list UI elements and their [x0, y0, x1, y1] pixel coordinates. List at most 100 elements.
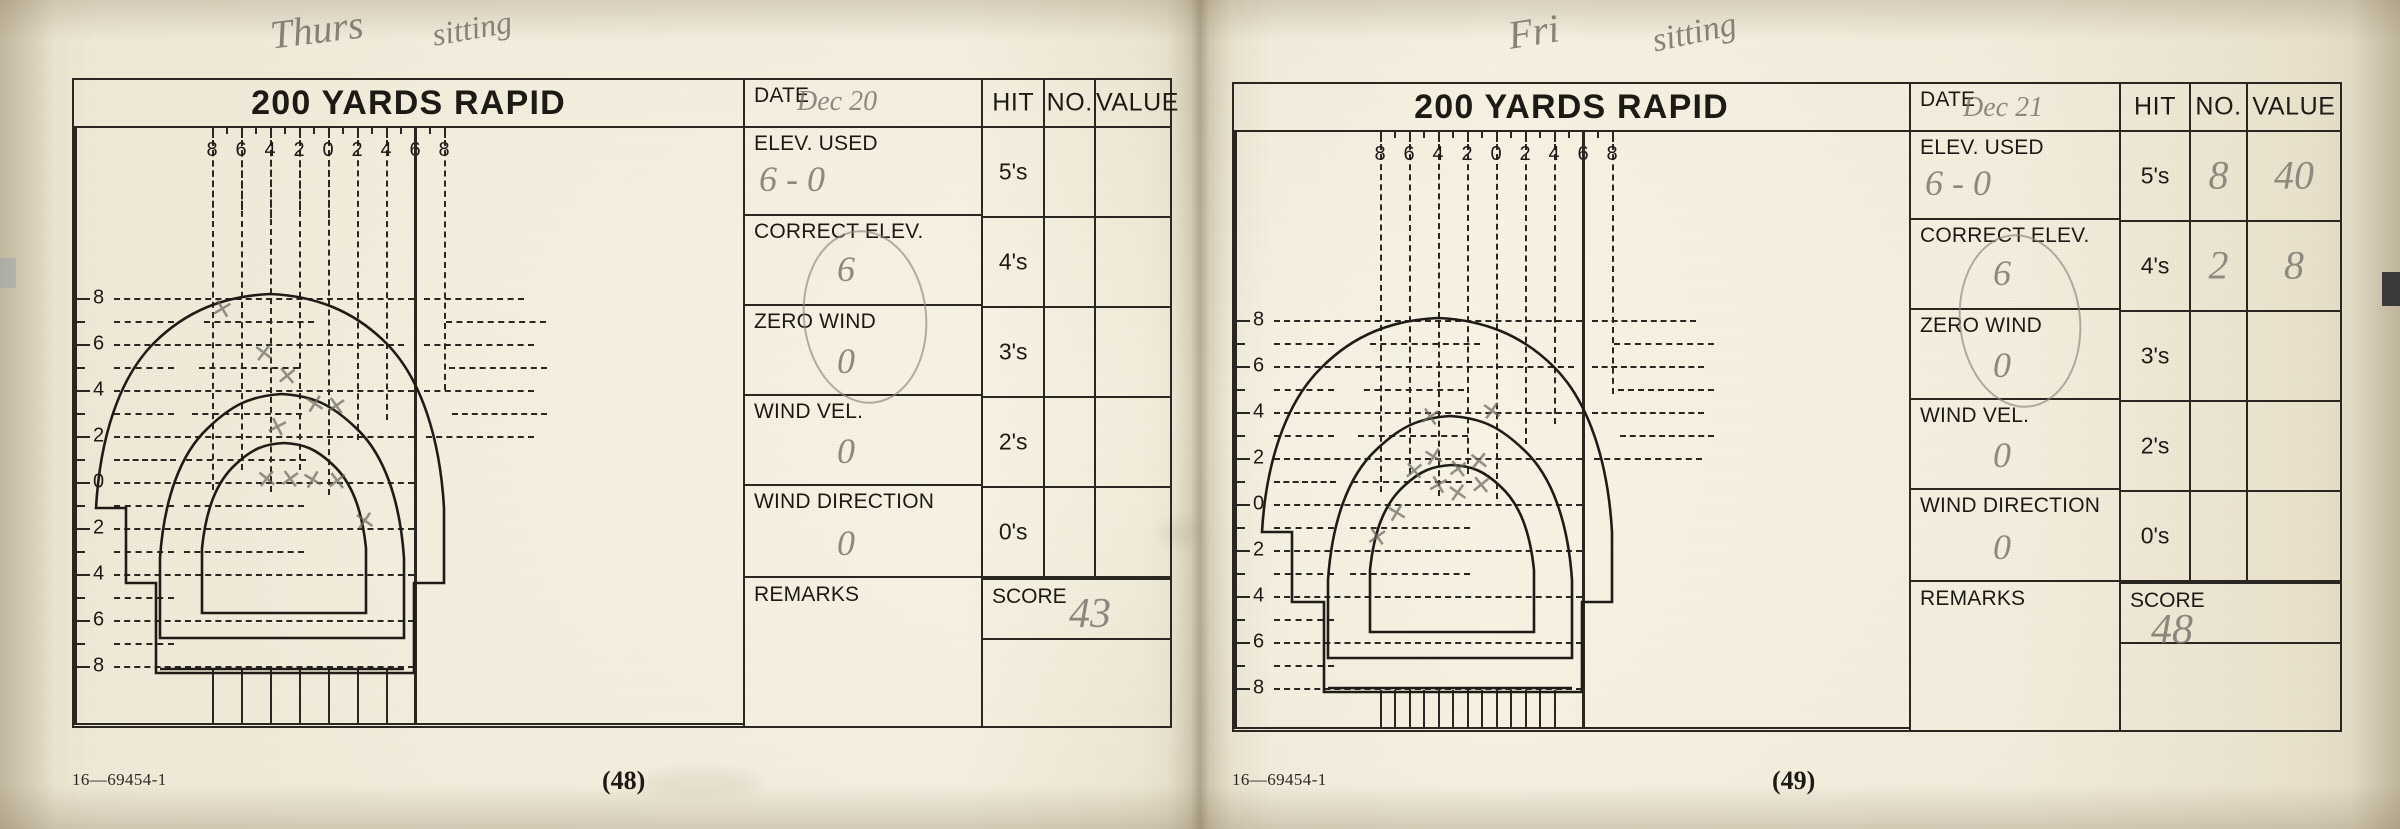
hit-cell-no[interactable] [1045, 218, 1096, 308]
hit-cell-value[interactable]: 40 [2248, 132, 2340, 222]
hit-cell-no[interactable] [1045, 398, 1096, 488]
hit-cell-label: 3's [2121, 312, 2192, 402]
silhouette-middle [158, 392, 406, 640]
score-row-left[interactable]: SCORE 43 [983, 578, 1170, 640]
plot-hline [114, 574, 414, 576]
field-label: WIND VEL. [1920, 404, 2030, 427]
vscale-label: 8 [93, 286, 105, 309]
page-title: 200 YARDS RAPID [1414, 87, 1729, 127]
margin-note-position: sitting [429, 3, 515, 53]
plot-hline [204, 321, 314, 323]
vscale-label: 4 [1253, 400, 1265, 423]
plot-hline-right [424, 344, 534, 346]
hit-cell-no[interactable]: 8 [2191, 132, 2249, 222]
field-row-correct-elev[interactable]: CORRECT ELEV. 6 [1911, 220, 2119, 310]
plot-hline-right [1594, 458, 1702, 460]
plot-right-axis [414, 128, 417, 725]
plot-hline [114, 620, 414, 622]
score-value: 43 [1069, 591, 1111, 637]
field-row-date[interactable]: DATE Dec 20 [745, 80, 981, 128]
hit-cell-no[interactable] [1045, 308, 1096, 398]
field-row-wind-vel[interactable]: WIND VEL. 0 [1911, 400, 2119, 490]
hit-cell-value[interactable] [1095, 488, 1170, 578]
hscale-label: 2 [293, 139, 305, 161]
plot-hline [1274, 458, 1582, 460]
field-row-zero-wind[interactable]: ZERO WIND 0 [745, 306, 981, 396]
hit-cell-label: 4's [983, 218, 1046, 308]
plot-hline [114, 551, 174, 553]
hit-cell-value[interactable] [2248, 492, 2340, 582]
silhouette-outer [1260, 316, 1614, 694]
field-row-correct-elev[interactable]: CORRECT ELEV. 6 [745, 216, 981, 306]
vscale-label: 2 [93, 516, 105, 539]
hscale-label: 8 [1606, 143, 1618, 165]
field-row-date[interactable]: DATE Dec 21 [1911, 84, 2119, 132]
hit-cell-no[interactable] [2191, 492, 2249, 582]
plot-hline [114, 344, 404, 346]
target-silhouette-left [94, 292, 446, 675]
plot-hline [199, 367, 299, 369]
hit-cell-no[interactable]: 2 [2191, 222, 2249, 312]
plot-hline [114, 482, 414, 484]
scorebook-page-left: Thurs sitting 200 YARDS RAPID [72, 1, 1178, 795]
field-row-wind-vel[interactable]: WIND VEL. 0 [745, 396, 981, 486]
plot-hline-right [452, 413, 547, 415]
field-label: REMARKS [1920, 587, 2026, 610]
hscale-label: 8 [1374, 143, 1386, 165]
hit-cell-value[interactable] [2248, 312, 2340, 402]
data-table-left: DATE Dec 20 ELEV. USED 6 - 0 CORRECT ELE… [743, 80, 1178, 728]
field-row-wind-direction[interactable]: WIND DIRECTION 0 [745, 486, 981, 578]
vscale-label: 2 [93, 424, 105, 447]
vscale-label: 8 [93, 654, 105, 677]
hit-cell-value[interactable] [2248, 402, 2340, 492]
plot-hline [1274, 320, 1582, 322]
plot-hline [114, 298, 414, 300]
hit-cell-value[interactable] [1095, 308, 1170, 398]
field-row-remarks[interactable]: REMARKS [745, 578, 981, 728]
hit-cell-value[interactable] [1095, 128, 1170, 218]
field-value-handwritten: 0 [1993, 435, 2011, 475]
hit-table-right: HIT NO. VALUE 5's 8 40 4's [2121, 84, 2340, 730]
plot-hline [114, 459, 176, 461]
field-value-handwritten: 6 - 0 [1925, 163, 1991, 203]
score-card-left: 200 YARDS RAPID [72, 78, 1178, 728]
hit-cell-no[interactable] [2191, 402, 2249, 492]
hit-cell-value[interactable]: 8 [2248, 222, 2340, 312]
hit-cell-label: 2's [2121, 402, 2192, 492]
hit-cell-no[interactable] [1045, 128, 1096, 218]
plot-hline [1274, 596, 1582, 598]
hit-header-hit: HIT [983, 80, 1046, 128]
field-row-zero-wind[interactable]: ZERO WIND 0 [1911, 310, 2119, 400]
field-value-handwritten: 0 [1993, 345, 2011, 385]
margin-note-position: sitting [1648, 5, 1740, 60]
plot-hline-right [446, 321, 546, 323]
field-row-elev-used[interactable]: ELEV. USED 6 - 0 [1911, 132, 2119, 220]
hit-cell-no[interactable] [2191, 312, 2249, 402]
score-row-right[interactable]: SCORE 48 [2121, 582, 2340, 653]
hscale-label: 4 [1432, 143, 1444, 165]
hscale-label: 6 [235, 139, 247, 161]
plot-hline [114, 505, 174, 507]
plot-left-axis [1234, 132, 1237, 729]
field-label: WIND VEL. [754, 400, 864, 423]
hit-cell-value[interactable] [1095, 218, 1170, 308]
field-row-wind-direction[interactable]: WIND DIRECTION 0 [1911, 490, 2119, 582]
hit-cell-no[interactable] [1045, 488, 1096, 578]
plot-hline [1274, 665, 1334, 667]
field-label: REMARKS [754, 583, 860, 606]
hscale-label: 4 [1548, 143, 1560, 165]
field-value-handwritten: 0 [837, 523, 855, 563]
plot-hline [1274, 573, 1334, 575]
plot-hline-right [449, 367, 547, 369]
field-row-remarks[interactable]: REMARKS [1911, 582, 2119, 732]
margin-note-day: Fri [1504, 5, 1563, 58]
hit-cell-value[interactable] [1095, 398, 1170, 488]
field-row-elev-used[interactable]: ELEV. USED 6 - 0 [745, 128, 981, 216]
plot-hline [184, 505, 304, 507]
field-label: DATE [754, 84, 810, 107]
plot-hline [1350, 527, 1470, 529]
hscale-label: 4 [380, 139, 392, 161]
page-number: (48) [602, 766, 646, 795]
